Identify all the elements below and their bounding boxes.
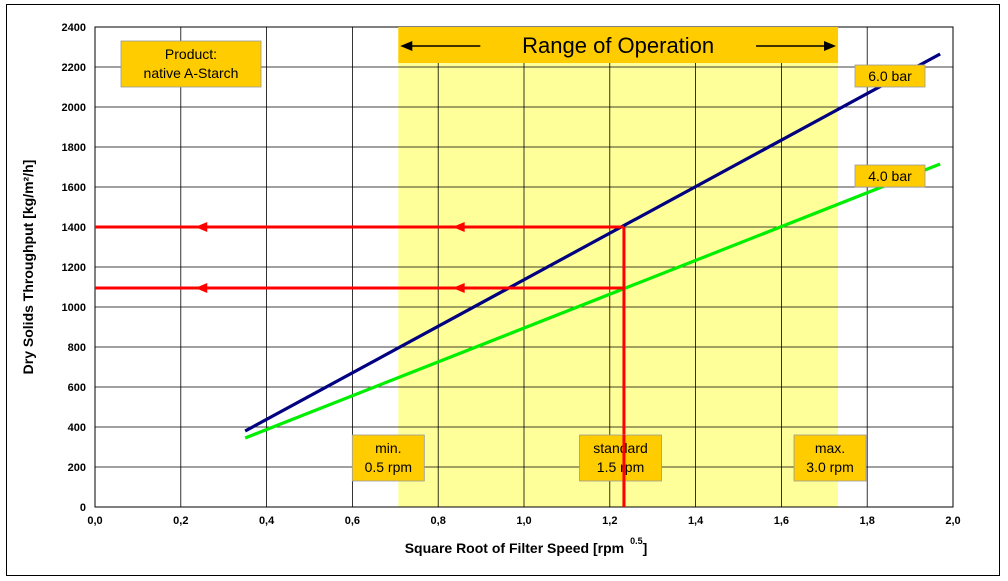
speed-marker-line1: standard (593, 440, 647, 456)
readout-arrow-head (195, 283, 208, 293)
readout-arrow-head (452, 222, 465, 232)
speed-marker-box (351, 434, 425, 482)
x-axis-title: Square Root of Filter Speed [rpm 0.5] (405, 536, 648, 556)
x-tick-label: 1,4 (688, 515, 704, 527)
range-arrow-right-head (824, 41, 837, 51)
y-tick-label: 400 (68, 422, 86, 434)
x-tick-label: 0,8 (431, 515, 446, 527)
speed-marker-line1: max. (815, 440, 845, 456)
product-note-line2: native A-Starch (144, 65, 239, 81)
y-axis-title: Dry Solids Throughput [kg/m²/h] (20, 160, 36, 375)
readout-arrow-head (452, 283, 465, 293)
speed-marker-line2: 0.5 rpm (365, 459, 412, 475)
series-line-0 (244, 52, 941, 433)
speed-marker-line2: 1.5 rpm (597, 459, 644, 475)
chart-frame: 0,0 0,2 0,4 0,6 0,8 1,0 1,2 1,4 1,6 1,8 2,0 0 200 400… (6, 4, 1000, 576)
x-tick-label: 0,4 (259, 515, 275, 527)
speed-marker-line1: min. (375, 440, 401, 456)
series-label-1: 4.0 bar (868, 168, 912, 184)
y-tick-label: 1200 (62, 262, 86, 274)
throughput-chart: 0,0 0,2 0,4 0,6 0,8 1,0 1,2 1,4 1,6 1,8 2,0 0 200 400… (20, 22, 961, 556)
y-tick-label: 600 (68, 382, 86, 394)
x-axis-title-exponent: 0.5 (630, 536, 643, 546)
x-tick-label: 1,2 (602, 515, 617, 527)
tick-labels: 0,0 0,2 0,4 0,6 0,8 1,0 1,2 1,4 1,6 1,8 2,0 0 200 400… (62, 22, 961, 527)
speed-marker-line2: 3.0 rpm (806, 459, 853, 475)
y-tick-label: 2400 (62, 22, 86, 34)
y-tick-label: 1800 (62, 142, 86, 154)
x-tick-label: 0,6 (345, 515, 360, 527)
annotations: Range of Operation Product: native A-Starc… (120, 27, 926, 507)
x-tick-label: 1,0 (516, 515, 531, 527)
y-tick-label: 1000 (62, 302, 86, 314)
series-line-1 (244, 162, 941, 440)
speed-marker-box (579, 434, 662, 482)
x-tick-label: 1,8 (860, 515, 875, 527)
range-banner-label: Range of Operation (522, 33, 714, 58)
range-banner (398, 27, 839, 63)
speed-marker-box (793, 434, 867, 482)
y-tick-label: 1400 (62, 222, 86, 234)
x-tick-label: 0,0 (87, 515, 102, 527)
y-tick-label: 800 (68, 342, 86, 354)
y-tick-label: 0 (80, 502, 86, 514)
series-label-0: 6.0 bar (868, 68, 912, 84)
y-tick-label: 2200 (62, 62, 86, 74)
x-axis-title-main: Square Root of Filter Speed [rpm (405, 540, 624, 556)
x-tick-label: 0,2 (173, 515, 188, 527)
readout-arrow-head (195, 222, 208, 232)
x-axis-title-suffix: ] (643, 540, 648, 556)
x-tick-label: 2,0 (945, 515, 960, 527)
y-tick-label: 2000 (62, 102, 86, 114)
series-label-box-0 (854, 64, 926, 88)
product-note-box (120, 40, 262, 88)
series-lines (244, 52, 941, 440)
x-tick-label: 1,6 (774, 515, 789, 527)
range-arrow-left-head (400, 41, 413, 51)
y-tick-label: 1600 (62, 182, 86, 194)
series-label-box-1 (854, 164, 926, 188)
y-tick-label: 200 (68, 462, 86, 474)
product-note-line1: Product: (165, 46, 217, 62)
